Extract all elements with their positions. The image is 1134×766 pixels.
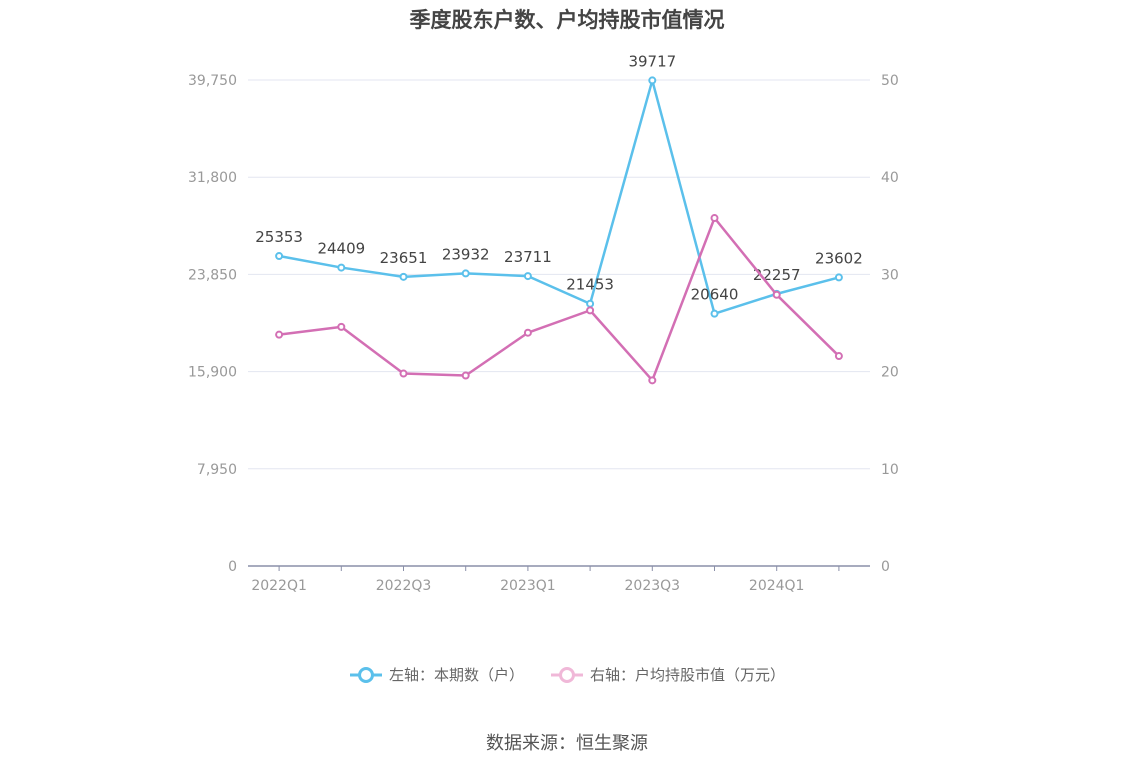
data-point-left xyxy=(275,252,284,261)
x-tick-label: 2022Q3 xyxy=(376,578,432,594)
y-left-tick-label: 15,900 xyxy=(188,365,237,381)
data-label: 20640 xyxy=(691,286,739,304)
data-point-left xyxy=(523,272,532,281)
x-tick-label: 2024Q1 xyxy=(749,578,805,594)
data-label: 23651 xyxy=(380,249,428,267)
data-label: 24409 xyxy=(317,240,365,258)
legend-swatch-pink-icon xyxy=(551,666,583,683)
data-point-left xyxy=(834,273,843,282)
legend: 左轴：本期数（户） 右轴：户均持股市值（万元） xyxy=(0,664,1134,685)
chart-title: 季度股东户数、户均持股市值情况 xyxy=(409,8,725,32)
data-label: 23711 xyxy=(504,248,552,266)
y-left-tick-label: 39,750 xyxy=(188,73,237,89)
y-right-tick-label: 20 xyxy=(881,365,899,381)
data-point-right xyxy=(275,330,284,339)
data-label: 23932 xyxy=(442,245,490,263)
data-point-left xyxy=(648,76,657,85)
data-point-right xyxy=(461,371,470,380)
data-point-left xyxy=(399,272,408,281)
data-point-right xyxy=(337,322,346,331)
data-point-left xyxy=(586,299,595,308)
data-label: 39717 xyxy=(628,52,676,70)
data-point-right xyxy=(710,214,719,223)
x-tick-label: 2023Q3 xyxy=(625,578,681,594)
legend-label-right: 右轴：户均持股市值（万元） xyxy=(590,666,786,684)
series-line-left xyxy=(278,79,840,315)
data-label: 23602 xyxy=(815,249,863,267)
data-point-left xyxy=(461,269,470,278)
x-tick-label: 2023Q1 xyxy=(500,578,556,594)
legend-label-left: 左轴：本期数（户） xyxy=(388,666,524,684)
data-point-right xyxy=(586,306,595,315)
data-source: 数据来源：恒生聚源 xyxy=(486,733,648,754)
data-point-right xyxy=(772,290,781,299)
data-point-right xyxy=(523,328,532,337)
y-right-tick-label: 10 xyxy=(881,462,899,478)
data-point-left xyxy=(337,263,346,272)
data-point-right xyxy=(834,352,843,361)
series-line-right xyxy=(278,216,840,382)
y-right-tick-label: 0 xyxy=(881,559,890,575)
y-left-tick-label: 23,850 xyxy=(188,267,237,283)
y-right-tick-label: 50 xyxy=(881,73,899,89)
y-right-tick-label: 40 xyxy=(881,170,899,186)
y-left-tick-label: 0 xyxy=(228,559,237,575)
y-left-tick-label: 7,950 xyxy=(197,462,237,478)
x-tick-label: 2022Q1 xyxy=(251,578,307,594)
legend-swatch-blue-icon xyxy=(349,666,382,683)
data-point-left xyxy=(710,309,719,318)
data-point-right xyxy=(648,376,657,385)
y-right-tick-label: 30 xyxy=(881,267,899,283)
data-label: 25353 xyxy=(255,228,303,246)
legend-item-right-axis[interactable]: 右轴：户均持股市值（万元） xyxy=(550,664,785,685)
y-left-tick-label: 31,800 xyxy=(188,170,237,186)
legend-item-left-axis[interactable]: 左轴：本期数（户） xyxy=(349,664,524,685)
data-point-right xyxy=(399,369,408,378)
data-label: 21453 xyxy=(566,276,614,294)
